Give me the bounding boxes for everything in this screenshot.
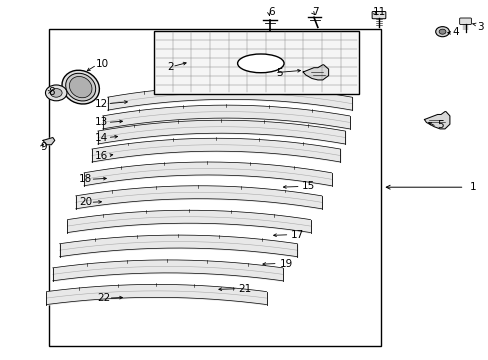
Bar xyxy=(49,29,381,346)
Text: 10: 10 xyxy=(95,59,108,69)
Text: 14: 14 xyxy=(95,132,108,143)
Text: 7: 7 xyxy=(311,6,318,17)
Ellipse shape xyxy=(237,54,284,73)
Text: 21: 21 xyxy=(238,284,251,294)
Text: 18: 18 xyxy=(79,174,92,184)
FancyBboxPatch shape xyxy=(371,12,385,19)
Ellipse shape xyxy=(65,73,96,101)
Text: 20: 20 xyxy=(79,197,92,207)
Text: 13: 13 xyxy=(95,117,108,127)
Text: 11: 11 xyxy=(372,6,385,17)
Circle shape xyxy=(435,27,448,37)
Text: 6: 6 xyxy=(267,6,274,17)
Polygon shape xyxy=(424,112,449,129)
FancyBboxPatch shape xyxy=(459,18,470,24)
Ellipse shape xyxy=(69,76,92,98)
Text: 16: 16 xyxy=(95,150,108,161)
Circle shape xyxy=(50,89,62,97)
Text: 4: 4 xyxy=(451,27,458,37)
Text: 17: 17 xyxy=(290,230,304,240)
Ellipse shape xyxy=(62,70,99,104)
Bar xyxy=(154,31,359,94)
Circle shape xyxy=(438,29,445,34)
Text: 22: 22 xyxy=(97,293,110,303)
Circle shape xyxy=(45,85,67,101)
Text: 9: 9 xyxy=(40,142,47,152)
Text: 2: 2 xyxy=(166,62,173,72)
Text: 12: 12 xyxy=(95,99,108,109)
Text: 15: 15 xyxy=(302,181,315,192)
Text: 5: 5 xyxy=(276,68,283,78)
Polygon shape xyxy=(303,65,328,80)
Text: 3: 3 xyxy=(476,22,483,32)
Text: 5: 5 xyxy=(437,120,444,130)
Text: 8: 8 xyxy=(48,87,55,97)
Polygon shape xyxy=(43,138,55,145)
Text: 1: 1 xyxy=(468,182,475,192)
Text: 19: 19 xyxy=(279,258,292,269)
